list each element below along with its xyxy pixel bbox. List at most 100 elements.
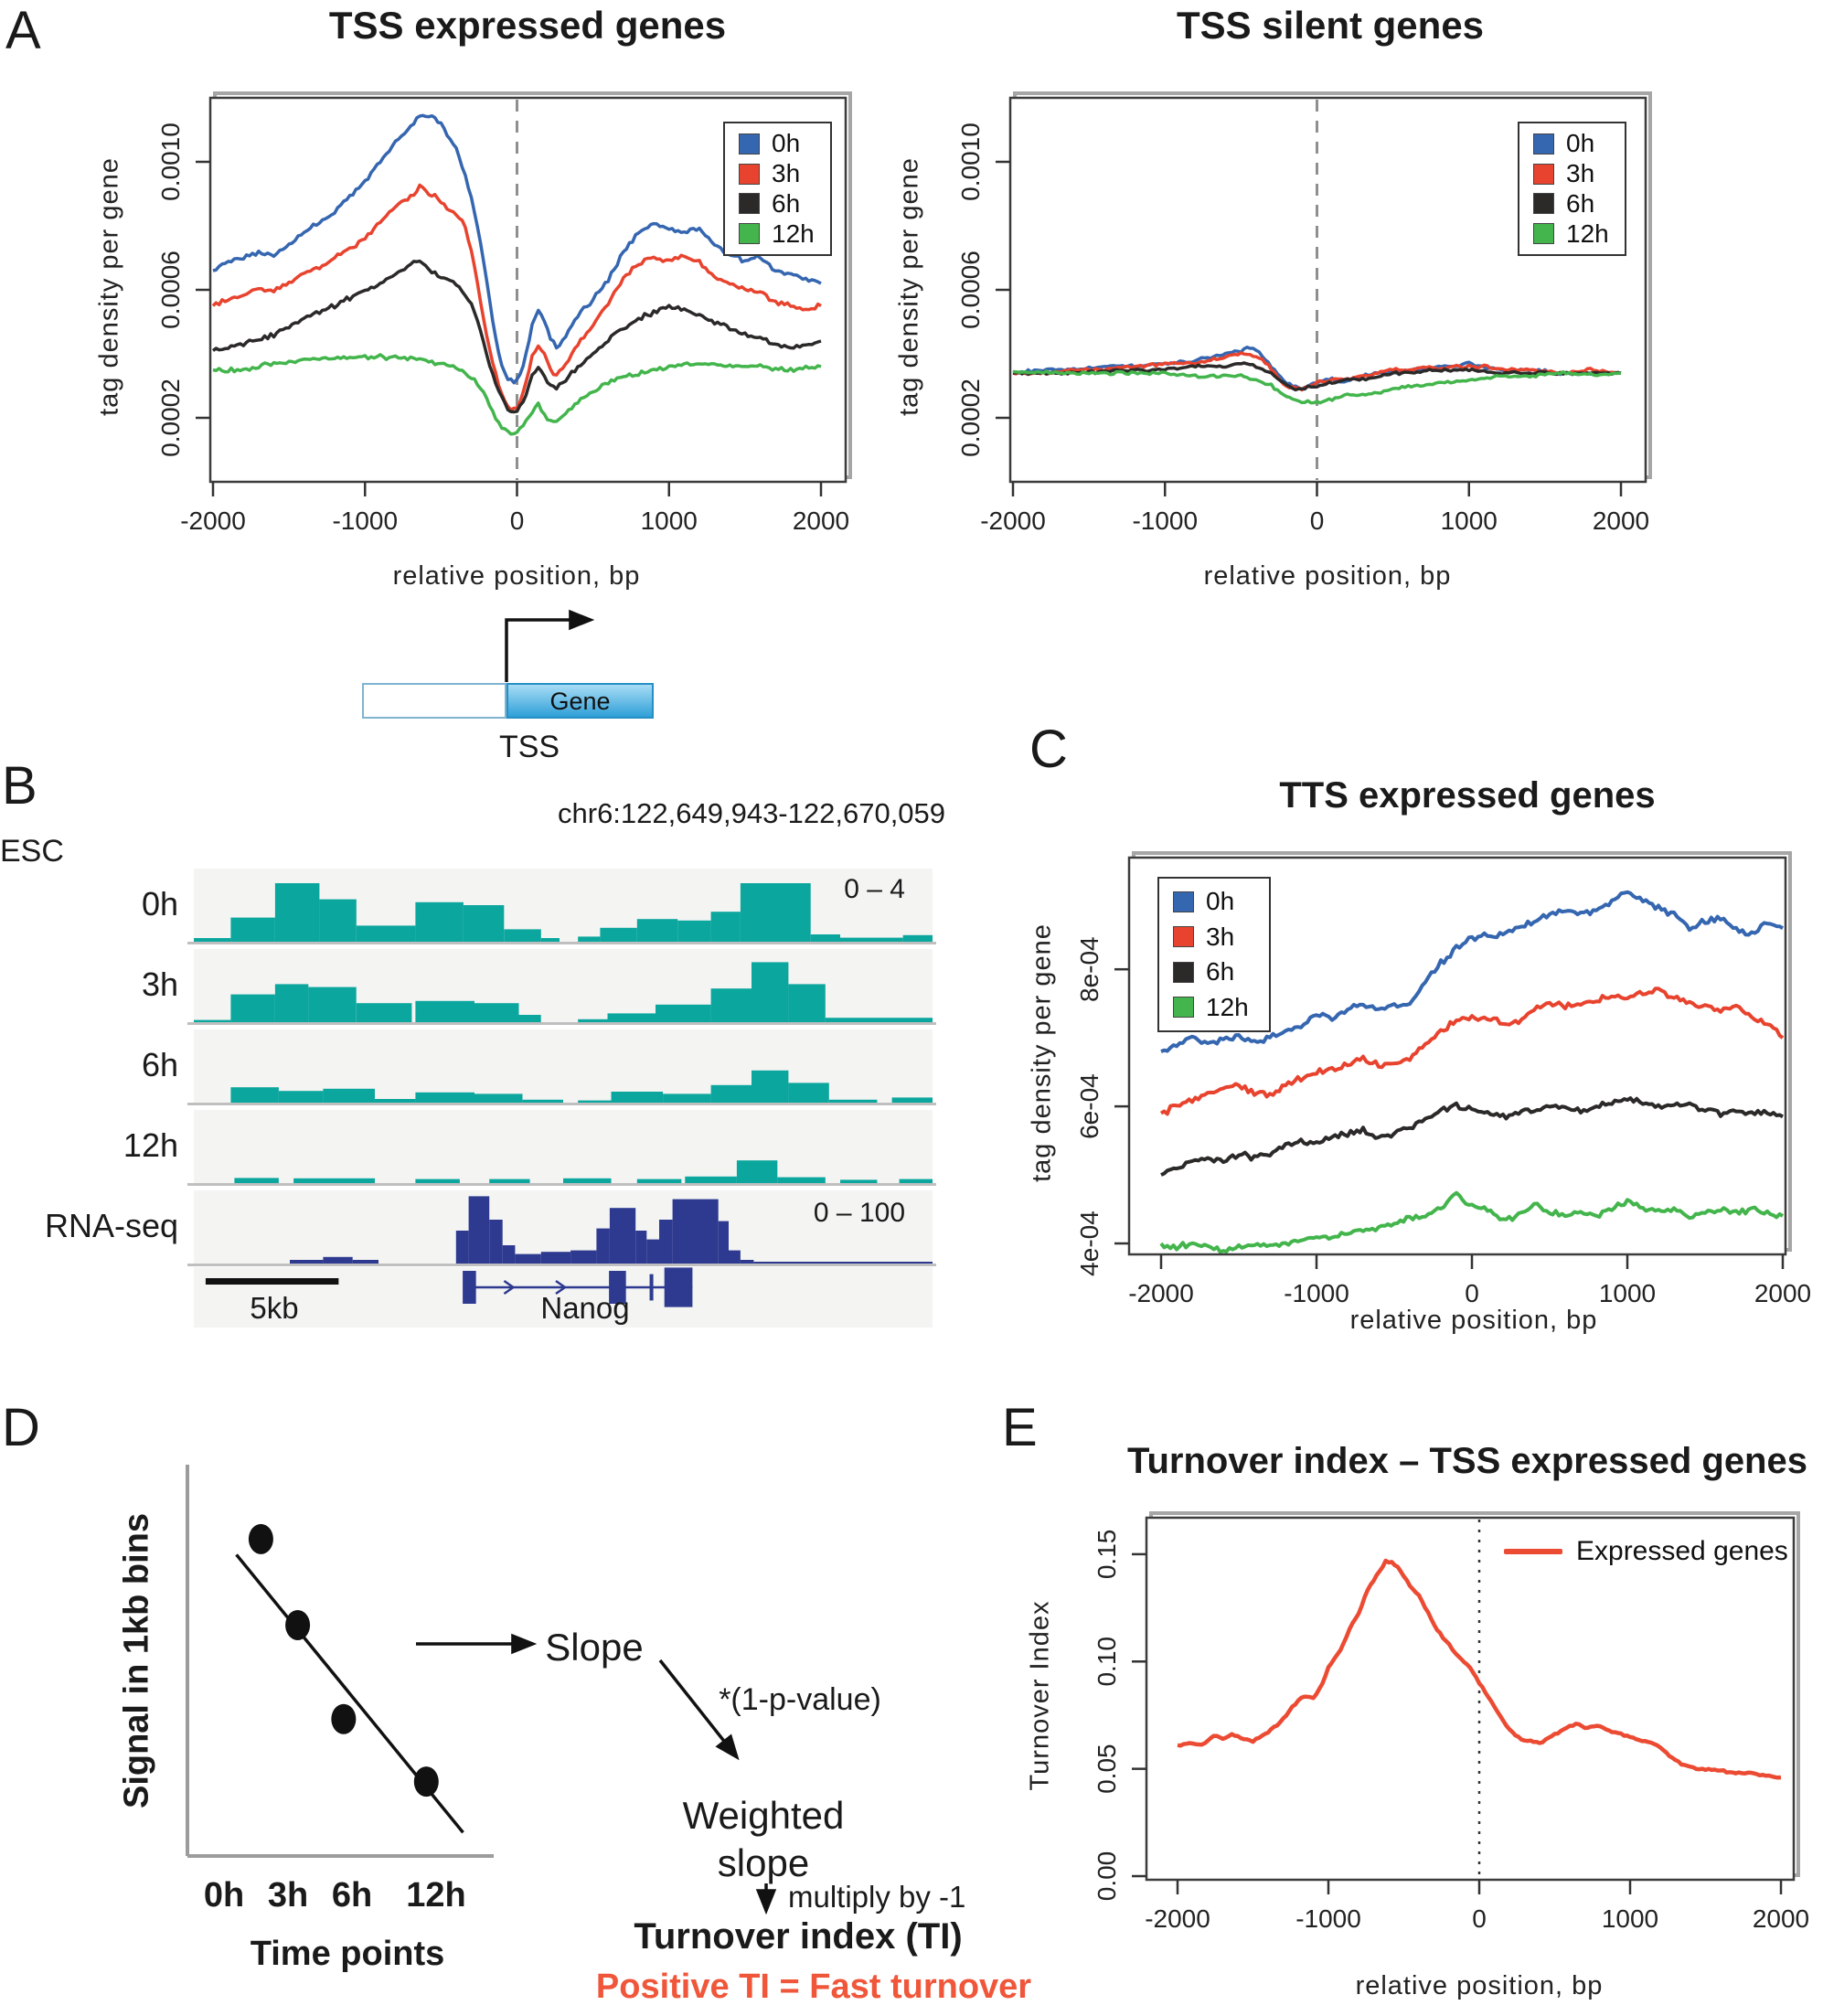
y-tick-label: 4e-04 [1075, 1211, 1103, 1276]
d-tick-3h: 3h [267, 1876, 309, 1915]
panel-a-right-title: TSS silent genes [1176, 4, 1485, 47]
signal-bar [230, 1087, 279, 1103]
legend-item: 6h [1519, 189, 1625, 219]
x-tick-label: 1000 [1441, 507, 1498, 535]
signal-bar [740, 883, 811, 942]
panel-c-title: TTS expressed genes [1279, 775, 1656, 816]
curve-6h [1012, 361, 1622, 392]
x-tick-label: -1000 [1132, 507, 1198, 535]
signal-bar [710, 1084, 752, 1103]
y-tick-label: 0.05 [1093, 1744, 1121, 1794]
signal-bar [540, 1252, 571, 1264]
arrow-to-weighted-slope [658, 1659, 740, 1761]
legend-a-right: 0h 3h 6h 12h [1518, 122, 1626, 256]
legend-label: 0h [1566, 129, 1595, 158]
signal-bar [710, 912, 741, 942]
track-label-3h: 3h [141, 965, 178, 1003]
signal-bar [891, 1097, 933, 1103]
signal-bar [718, 1221, 729, 1264]
panel-a-right-xlabel: relative position, bp [1203, 561, 1452, 591]
gene-name-label: Nanog [540, 1291, 630, 1325]
legend-swatch-0h [739, 133, 760, 155]
signal-bar [788, 984, 826, 1022]
legend-item: 6h [1159, 957, 1269, 987]
intron-direction-arrow [555, 1279, 568, 1296]
signal-bar [840, 1179, 878, 1183]
signal-bar [607, 1013, 656, 1022]
signal-bar [752, 962, 789, 1022]
legend-item: 3h [725, 159, 830, 188]
y-tick-label: 8e-04 [1075, 936, 1103, 1002]
signal-bar [659, 1220, 673, 1264]
turnover-index-label: Turnover index (TI) [634, 1916, 963, 1957]
y-tick-label: 0.10 [1093, 1637, 1121, 1687]
gene-exon [463, 1271, 476, 1304]
signal-bar [596, 1228, 610, 1264]
chip-range-label: 0 – 4 [844, 874, 905, 904]
signal-bar [230, 994, 275, 1022]
x-tick-label: 0 [1310, 507, 1325, 535]
signal-bar [194, 938, 231, 942]
legend-label: 6h [772, 188, 801, 218]
x-tick-label: -2000 [180, 507, 246, 535]
legend-swatch-6h [739, 193, 760, 215]
y-tick-label: 0.0006 [956, 251, 985, 329]
signal-bar [230, 917, 275, 942]
track-label-12h: 12h [123, 1126, 178, 1164]
signal-bar [609, 1208, 636, 1264]
curve-3h [1159, 987, 1785, 1116]
signal-bar [415, 1092, 474, 1103]
panel-e-ylabel: Turnover Index [1025, 1600, 1055, 1791]
slope-label: Slope [545, 1626, 644, 1669]
curve-0h [1160, 890, 1784, 1053]
rna-range-label: 0 – 100 [813, 1198, 905, 1228]
x-tick-label: -1000 [1284, 1279, 1349, 1307]
legend-swatch-12h [739, 223, 760, 245]
panel-e-xlabel: relative position, bp [1355, 1971, 1604, 2000]
panel-letter-c: C [1029, 720, 1068, 779]
gene-exon [609, 1271, 626, 1304]
intron-direction-arrow [503, 1279, 516, 1296]
track-label-rna-seq: RNA-seq [44, 1207, 178, 1244]
signal-bar [515, 1253, 541, 1264]
track-bg [194, 1110, 933, 1183]
panel-a-left-title: TSS expressed genes [328, 4, 727, 47]
panel-letter-a: A [5, 1, 41, 60]
legend-label: 12h [1206, 992, 1249, 1021]
legend-line [1504, 1549, 1562, 1554]
panel-a-left-ylabel: tag density per gene [94, 157, 124, 416]
y-tick-label: 0.0010 [956, 123, 985, 201]
curve-12h [1012, 369, 1622, 405]
legend-swatch-3h [739, 163, 760, 185]
panel-d-xlabel: Time points [250, 1935, 445, 1973]
legend-label: 12h [772, 219, 815, 248]
legend-item: 0h [725, 129, 830, 158]
signal-bar [600, 927, 637, 942]
signal-bar [646, 1239, 659, 1264]
signal-bar [274, 984, 309, 1022]
x-tick-label: 2000 [1753, 1904, 1809, 1933]
legend-item: 3h [1519, 159, 1625, 188]
signal-bar [578, 1100, 612, 1103]
signal-bar [840, 937, 903, 942]
curve-6h [211, 259, 822, 414]
data-dot [413, 1766, 439, 1797]
multiply-label: multiply by -1 [788, 1880, 966, 1914]
panel-e-title: Turnover index – TSS expressed genes [1127, 1441, 1807, 1481]
legend-swatch-6h [1533, 193, 1554, 215]
signal-bar [736, 1160, 778, 1183]
signal-bar [672, 1199, 719, 1264]
x-tick-label: 2000 [1593, 507, 1649, 535]
signal-bar [356, 1003, 412, 1022]
signal-bar [489, 1220, 503, 1264]
y-tick-label: 6e-04 [1075, 1073, 1103, 1139]
signal-bar [234, 1178, 279, 1183]
gene-exon [664, 1267, 693, 1307]
legend-label: 0h [1206, 887, 1235, 916]
signal-bar [415, 901, 464, 942]
y-tick-label: 0.0002 [156, 379, 185, 457]
legend-label: 6h [1206, 957, 1235, 987]
signal-bar [308, 987, 357, 1022]
plot-frame [1145, 1516, 1796, 1882]
d-tick-0h: 0h [203, 1876, 245, 1915]
